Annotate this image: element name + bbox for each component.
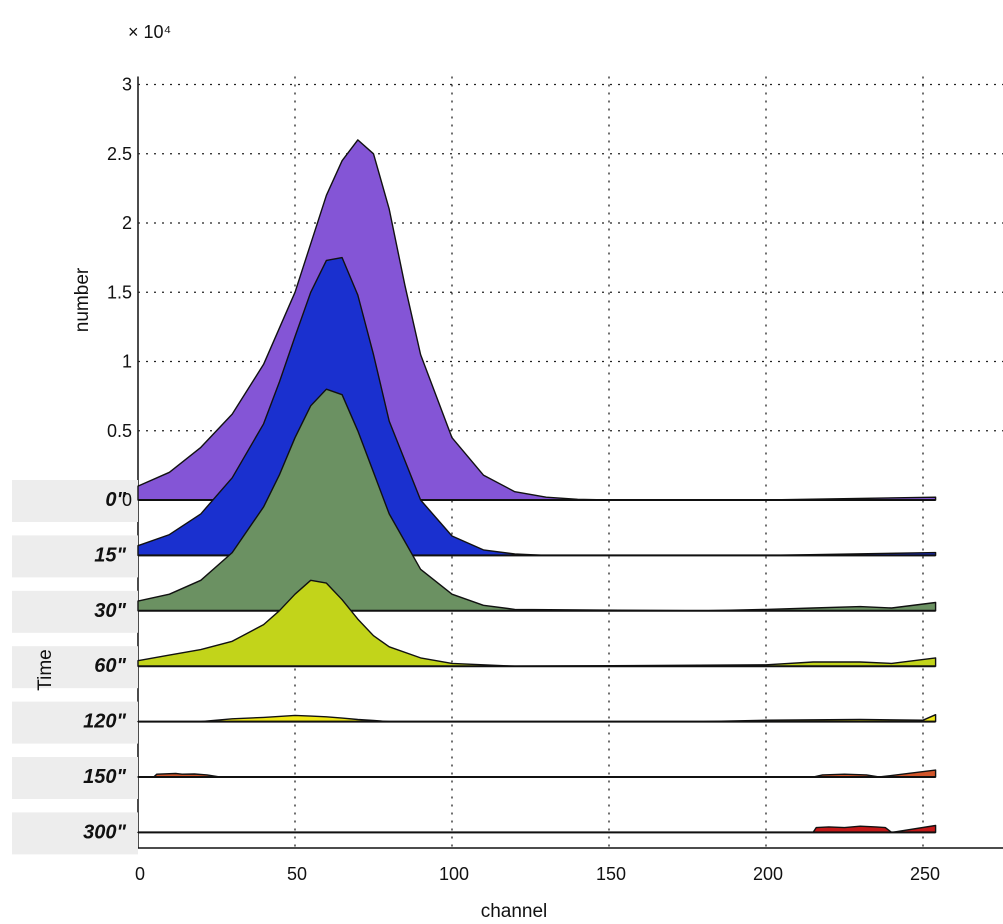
time-label-band: [12, 757, 138, 799]
time-label: 150": [83, 766, 126, 788]
time-label-band: [12, 535, 138, 578]
y-axis-label: number: [72, 267, 93, 332]
x-tick-label: 250: [910, 864, 940, 884]
time-label-bands: 0" 15" 30" 60" 120" 150" 300": [12, 480, 138, 855]
x-tick-label: 100: [439, 864, 469, 884]
series-area: [137, 769, 937, 778]
series-area: [137, 714, 937, 723]
y-multiplier: × 10⁴: [128, 22, 171, 42]
y-tick-label: 2: [122, 213, 132, 233]
time-label-band: [12, 812, 138, 855]
x-tick-label: 200: [753, 864, 783, 884]
series-area: [137, 388, 937, 612]
series-area: [137, 579, 937, 667]
time-label: 15": [94, 544, 126, 566]
series-layer: [137, 139, 937, 834]
time-label: 120": [83, 711, 126, 733]
time-label-band: [12, 480, 138, 522]
y-tick-label: 0: [122, 490, 132, 510]
x-tick-label: 0: [135, 864, 145, 884]
time-label-band: [12, 646, 138, 689]
y-tick-label: 3: [122, 75, 132, 95]
y-tick-label: 0.5: [107, 421, 132, 441]
x-tick-label: 50: [287, 864, 307, 884]
x-axis-label: channel: [481, 901, 548, 922]
time-label: 0": [105, 489, 126, 511]
time-label-band: [12, 590, 138, 633]
x-tick-label: 150: [596, 864, 626, 884]
tick-labels: 0 0.5 1 1.5 2 2.5 3 0 50 100 150 200 250: [107, 75, 940, 885]
time-label: 300": [83, 821, 126, 843]
time-label-band: [12, 701, 138, 744]
y-tick-label: 1.5: [107, 282, 132, 302]
y-tick-label: 1: [122, 352, 132, 372]
group-axis-label: Time: [35, 649, 56, 691]
y-tick-label: 2.5: [107, 144, 132, 164]
series-area: [137, 824, 937, 834]
time-label: 60": [94, 655, 126, 677]
time-label: 30": [94, 600, 126, 622]
